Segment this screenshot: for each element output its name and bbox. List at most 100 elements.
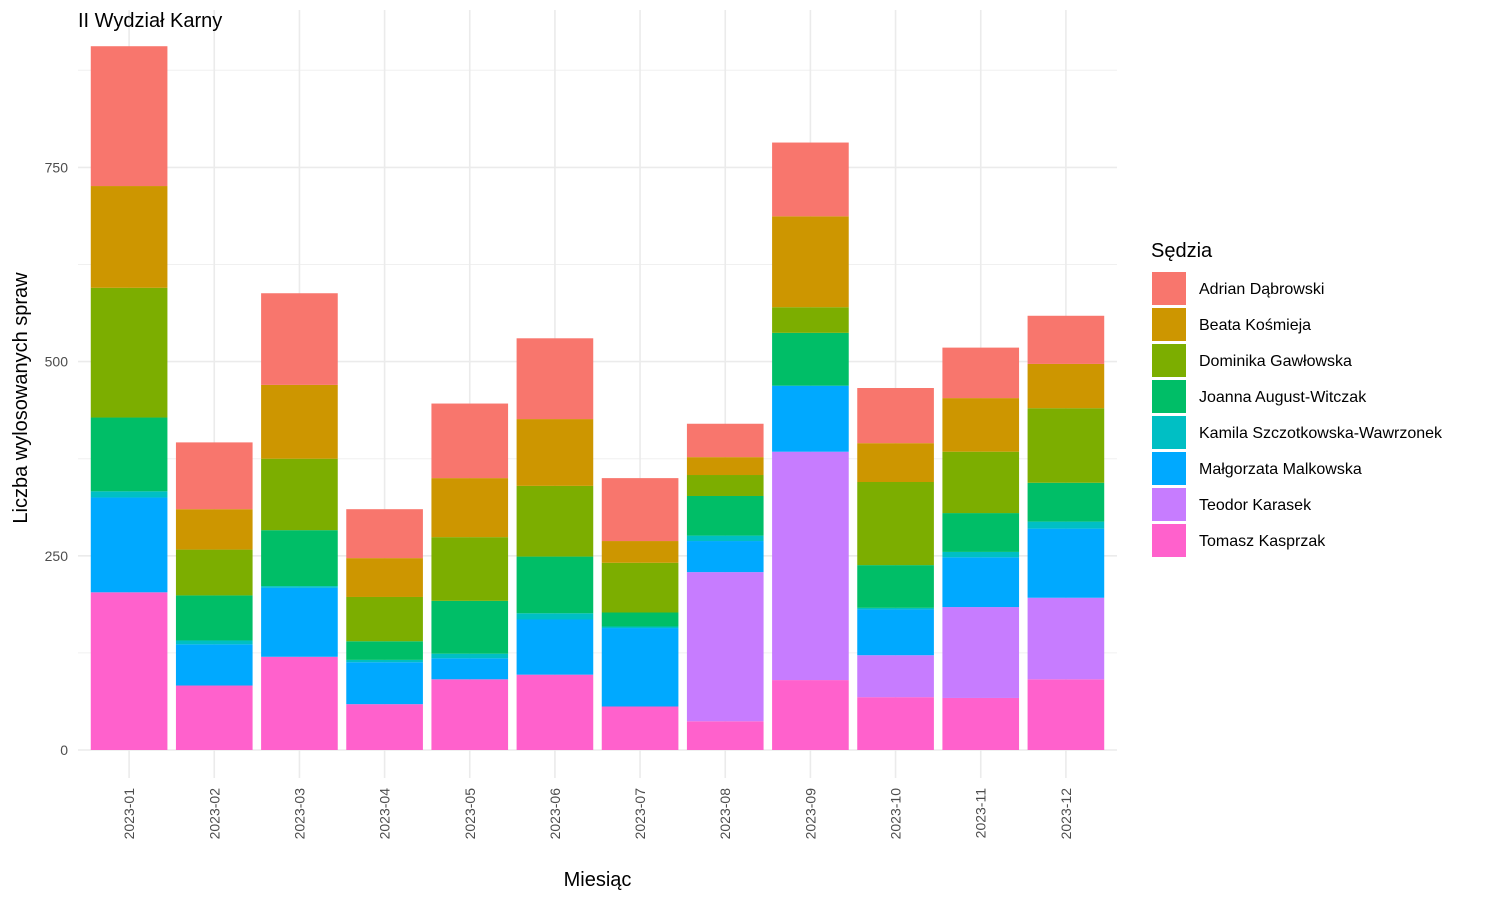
bar-segment	[772, 216, 849, 308]
bar-segment	[857, 565, 934, 608]
x-tick-label: 2023-06	[547, 788, 563, 840]
bar-segment	[601, 562, 679, 613]
legend-swatch	[1152, 452, 1186, 485]
x-tick-label: 2023-04	[377, 788, 393, 840]
bar-segment	[942, 551, 1020, 558]
bar-segment	[772, 142, 849, 217]
bar-segment	[90, 592, 168, 750]
bar-segment	[346, 662, 423, 705]
legend-item: Małgorzata Malkowska	[1152, 452, 1362, 485]
legend-label: Kamila Szczotkowska-Wawrzonek	[1199, 425, 1443, 442]
x-tick-label: 2023-01	[121, 788, 137, 840]
bar-segment	[857, 697, 934, 750]
bar-segment	[857, 609, 934, 656]
bar-segment	[601, 628, 679, 707]
y-axis-title: Liczba wylosowanych spraw	[10, 272, 32, 524]
bar-segment	[261, 656, 338, 750]
legend-swatch	[1152, 488, 1186, 521]
y-axis-ticks: 0 250 500 750	[45, 159, 69, 758]
x-tick-label: 2023-10	[888, 788, 904, 840]
bar-segment	[516, 485, 594, 557]
legend-item: Dominika Gawłowska	[1152, 344, 1352, 377]
chart-title: II Wydział Karny	[78, 10, 222, 32]
bar-segment	[942, 697, 1020, 750]
bar-segment	[857, 388, 934, 444]
legend-item: Joanna August-Witczak	[1152, 380, 1367, 413]
bar-segment	[1027, 482, 1105, 522]
bar-segment	[601, 612, 679, 627]
bar-segment	[346, 558, 423, 597]
bar-segment	[686, 495, 764, 536]
bar-segment	[772, 307, 849, 333]
bar-segment	[1027, 408, 1105, 483]
bar-segment	[1027, 597, 1105, 680]
legend-swatch	[1152, 524, 1186, 557]
bar-stack-2023-06	[516, 338, 594, 750]
bar-segment	[175, 595, 253, 641]
bar-segment	[175, 509, 253, 550]
y-tick-label: 0	[60, 742, 68, 758]
bar-stack-2023-01	[90, 46, 168, 750]
legend-items: Adrian Dąbrowski Beata Kośmieja Dominika G…	[1152, 272, 1443, 557]
bar-stack-2023-10	[857, 388, 934, 750]
bar-segment	[942, 347, 1020, 399]
bar-segment	[1027, 521, 1105, 529]
bar-segment	[686, 721, 764, 750]
bar-segment	[857, 443, 934, 483]
bar-segment	[346, 509, 423, 559]
bar-segment	[1027, 528, 1105, 598]
legend-label: Joanna August-Witczak	[1199, 389, 1367, 406]
bar-segment	[772, 332, 849, 386]
bar-segment	[942, 557, 1020, 608]
bar-segment	[346, 596, 423, 642]
legend: Sędzia Adrian Dąbrowski Beata Kośmieja Dom…	[1151, 240, 1443, 557]
legend-swatch	[1152, 344, 1186, 377]
bar-segment	[772, 451, 849, 681]
bar-segment	[1027, 363, 1105, 409]
bar-segment	[431, 600, 509, 654]
legend-swatch	[1152, 380, 1186, 413]
bar-segment	[431, 653, 509, 659]
x-axis-ticks: 2023-01 2023-02 2023-03 2023-04 2023-05 2023-…	[121, 788, 1074, 840]
bar-segment	[516, 613, 594, 620]
bar-segment	[90, 417, 168, 492]
bar-segment	[1027, 315, 1105, 364]
bar-stack-2023-02	[175, 442, 253, 750]
bar-stack-2023-09	[772, 142, 849, 750]
bar-stack-2023-04	[346, 509, 423, 750]
bar-stack-2023-07	[601, 478, 679, 750]
y-tick-label: 250	[45, 548, 69, 564]
bar-segment	[431, 537, 509, 601]
bar-segment	[90, 46, 168, 187]
legend-item: Tomasz Kasprzak	[1152, 524, 1326, 557]
bar-segment	[772, 680, 849, 750]
legend-label: Dominika Gawłowska	[1199, 353, 1352, 370]
bar-segment	[601, 478, 679, 542]
bar-segment	[686, 423, 764, 458]
bar-segment	[90, 287, 168, 418]
bar-segment	[686, 572, 764, 722]
bar-stack-2023-11	[942, 347, 1020, 750]
bar-segment	[261, 587, 338, 657]
x-tick-label: 2023-12	[1058, 788, 1074, 840]
bar-segment	[346, 641, 423, 660]
legend-label: Małgorzata Malkowska	[1199, 461, 1362, 478]
bar-segment	[942, 451, 1020, 514]
legend-label: Tomasz Kasprzak	[1199, 533, 1326, 550]
bar-segment	[261, 293, 338, 385]
bar-segment	[942, 398, 1020, 452]
bar-segment	[175, 549, 253, 596]
bar-segment	[601, 626, 679, 629]
bar-stack-2023-05	[431, 403, 509, 750]
legend-item: Teodor Karasek	[1152, 488, 1312, 521]
bar-segment	[431, 679, 509, 750]
bar-segment	[686, 475, 764, 496]
x-tick-label: 2023-08	[717, 788, 733, 840]
bar-segment	[857, 655, 934, 698]
y-tick-label: 750	[45, 159, 69, 175]
bar-segment	[601, 706, 679, 750]
bar-segment	[175, 644, 253, 686]
bar-segment	[346, 659, 423, 663]
x-tick-label: 2023-03	[291, 788, 307, 840]
bar-stack-2023-03	[261, 293, 338, 750]
